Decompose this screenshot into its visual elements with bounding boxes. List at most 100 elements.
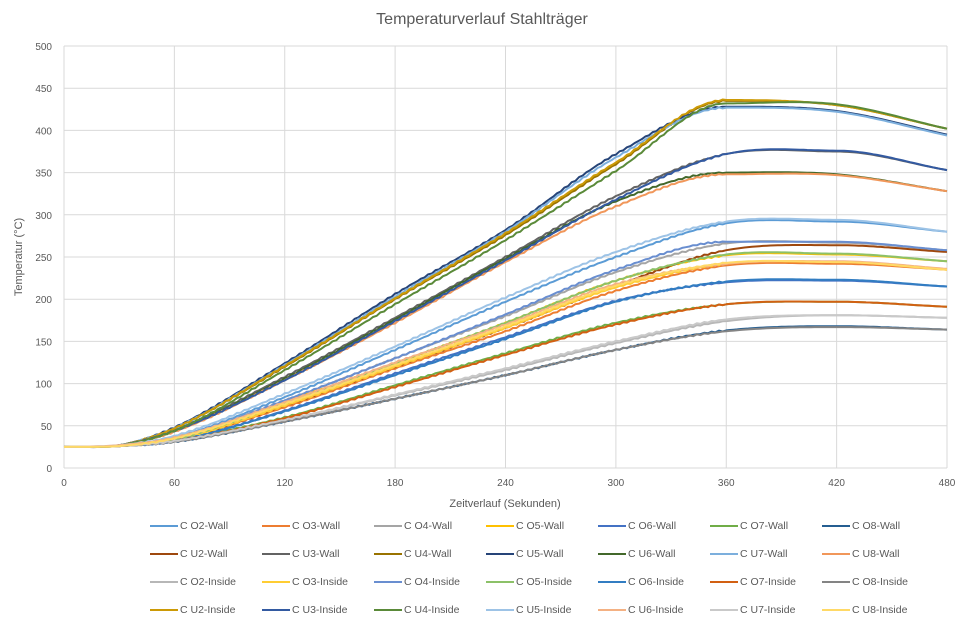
legend-label: C O7-Inside [740,576,797,588]
legend-item: C U8-Inside [822,596,934,624]
x-axis-label: Zeitverlauf (Sekunden) [449,498,560,510]
legend-label: C U4-Wall [404,548,452,560]
legend-label: C O3-Inside [292,576,349,588]
chart-title: Temperaturverlauf Stahlträger [376,11,588,28]
legend-swatch [150,581,178,583]
y-tick-label: 450 [35,84,52,95]
legend-label: C U7-Inside [740,604,796,616]
y-tick-label: 500 [35,42,52,53]
legend-item: C U4-Wall [374,540,486,568]
legend-label: C O6-Inside [628,576,685,588]
legend-swatch [598,525,626,527]
legend-item: C U6-Wall [598,540,710,568]
legend-label: C O4-Wall [404,520,453,532]
x-tick-label: 480 [939,478,956,489]
x-tick-label: 240 [497,478,514,489]
line-chart: Temperaturverlauf Stahlträger 0 50 100 150 2… [13,11,956,510]
legend-swatch [598,581,626,583]
legend-label: C O2-Wall [180,520,229,532]
legend-swatch [150,553,178,555]
legend-label: C O8-Wall [852,520,901,532]
legend-label: C O5-Wall [516,520,565,532]
legend-swatch [486,525,514,527]
y-tick-label: 150 [35,337,52,348]
y-tick-label: 200 [35,295,52,306]
legend-swatch [262,581,290,583]
legend-item: C U5-Wall [486,540,598,568]
legend-label: C O4-Inside [404,576,461,588]
legend-swatch [486,609,514,611]
legend-item: C O7-Wall [710,512,822,540]
legend-item: C O3-Inside [262,568,374,596]
series-lines [63,98,948,449]
legend-item: C O7-Inside [710,568,822,596]
legend-label: C O6-Wall [628,520,677,532]
y-axis-ticks: 0 50 100 150 200 250 300 350 400 450 500 [35,42,52,475]
legend-item: C U2-Inside [150,596,262,624]
x-tick-label: 300 [608,478,625,489]
x-tick-label: 0 [61,478,67,489]
series-line-c-u8-inside [64,259,948,448]
legend-swatch [374,553,402,555]
series-line-c-u4-inside [63,101,948,448]
series-line-c-o6-inside [64,278,948,448]
legend-item: C O6-Wall [598,512,710,540]
y-tick-label: 0 [46,464,52,475]
legend-item: C O5-Inside [486,568,598,596]
legend-item: C O8-Inside [822,568,934,596]
legend-item: C O3-Wall [262,512,374,540]
y-tick-label: 250 [35,253,52,264]
legend-item: C U6-Inside [598,596,710,624]
legend-swatch [374,581,402,583]
legend-swatch [486,581,514,583]
legend-label: C O7-Wall [740,520,789,532]
legend-item: C O8-Wall [822,512,934,540]
x-tick-label: 360 [718,478,735,489]
legend-swatch [150,525,178,527]
legend-label: C U8-Wall [852,548,900,560]
legend-item: C U3-Wall [262,540,374,568]
legend-label: C O5-Inside [516,576,573,588]
legend-label: C U2-Wall [180,548,228,560]
legend: C O2-Wall C O3-Wall C O4-Wall C O5-Wall C O6… [150,512,950,624]
legend-swatch [822,553,850,555]
legend-swatch [486,553,514,555]
legend-swatch [374,525,402,527]
legend-label: C O2-Inside [180,576,237,588]
legend-swatch [710,553,738,555]
legend-swatch [822,609,850,611]
legend-swatch [822,581,850,583]
series-line-c-u5-inside [63,217,948,448]
y-tick-label: 400 [35,126,52,137]
legend-label: C U2-Inside [180,604,236,616]
legend-swatch [598,553,626,555]
legend-item: C U7-Wall [710,540,822,568]
legend-item: C U4-Inside [374,596,486,624]
series-line-c-u8-wall [63,172,948,448]
legend-item: C U2-Wall [150,540,262,568]
legend-label: C U6-Inside [628,604,684,616]
legend-item: C O6-Inside [598,568,710,596]
legend-item: C O2-Inside [150,568,262,596]
y-tick-label: 300 [35,211,52,222]
legend-label: C U5-Wall [516,548,564,560]
legend-swatch [822,525,850,527]
legend-item: C U3-Inside [262,596,374,624]
legend-swatch [262,525,290,527]
series-line-c-u7-inside [64,314,948,448]
legend-label: C U5-Inside [516,604,572,616]
legend-item: C U8-Wall [822,540,934,568]
legend-label: C U6-Wall [628,548,676,560]
legend-label: C U8-Inside [852,604,908,616]
x-tick-label: 180 [387,478,404,489]
x-tick-label: 120 [276,478,293,489]
legend-item: C O4-Wall [374,512,486,540]
x-tick-label: 60 [169,478,181,489]
legend-label: C U4-Inside [404,604,460,616]
y-axis-label: Temperatur (°C) [13,218,25,296]
legend-swatch [262,553,290,555]
x-axis-ticks: 0 60 120 180 240 300 360 420 480 [61,478,956,489]
legend-swatch [262,609,290,611]
legend-label: C U7-Wall [740,548,788,560]
legend-item: C O5-Wall [486,512,598,540]
